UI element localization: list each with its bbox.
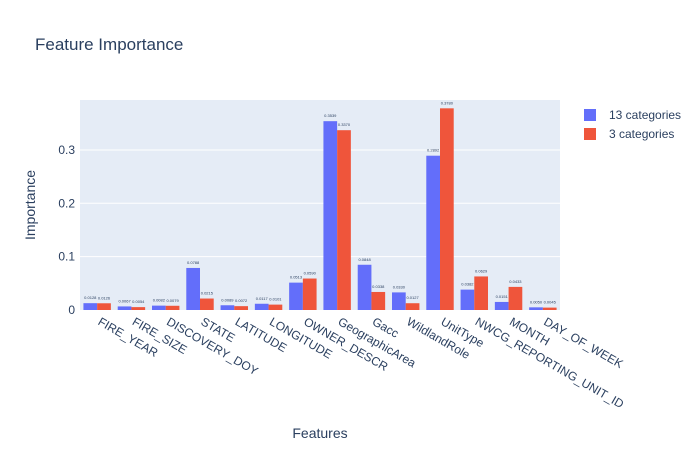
bar[interactable] — [254, 303, 269, 310]
legend[interactable]: 13 categories 3 categories — [584, 108, 681, 141]
bar-value-label: 0.0151 — [496, 294, 509, 299]
bar[interactable] — [508, 286, 523, 310]
bar[interactable] — [83, 303, 98, 310]
bar-value-label: 0.0128 — [84, 295, 97, 300]
bar[interactable] — [186, 267, 200, 310]
x-axis-title: Features — [292, 425, 347, 441]
bar[interactable] — [152, 305, 166, 310]
bar[interactable] — [234, 306, 248, 310]
bar[interactable] — [371, 291, 386, 310]
bar[interactable] — [165, 305, 180, 310]
x-axis-ticks: FIRE_YEARFIRE_SIZEDISCOVERY_DOYSTATELATI… — [96, 314, 627, 411]
bar-value-label: 0.0788 — [187, 260, 200, 265]
bar[interactable] — [337, 130, 351, 310]
bar-value-label: 0.0513 — [290, 275, 303, 280]
bar[interactable] — [460, 289, 475, 310]
bar-value-label: 0.0089 — [221, 297, 234, 302]
y-tick-label: 0.3 — [58, 143, 75, 157]
bar-value-label: 0.0067 — [118, 298, 131, 303]
bar-value-label: 0.0382 — [461, 282, 474, 287]
y-tick-label: 0 — [68, 303, 75, 317]
bar-value-label: 0.0079 — [166, 298, 179, 303]
bar[interactable] — [97, 303, 111, 310]
bar[interactable] — [302, 278, 317, 310]
bar[interactable] — [542, 307, 557, 310]
bar[interactable] — [131, 307, 146, 310]
bars — [83, 108, 557, 311]
legend-label[interactable]: 3 categories — [609, 127, 674, 141]
bar[interactable] — [474, 276, 488, 310]
bar[interactable] — [494, 301, 509, 310]
bar-value-label: 0.0215 — [201, 291, 214, 296]
bar-value-label: 0.0101 — [269, 297, 282, 302]
bar[interactable] — [220, 305, 235, 310]
y-tick-label: 0.2 — [58, 196, 75, 210]
bar[interactable] — [529, 307, 543, 310]
bar-value-label: 0.0127 — [406, 295, 419, 300]
bar[interactable] — [323, 121, 338, 311]
bar-labels: 0.0128 0.0067 0.0082 0.0788 0.0089 0.0117 0.05… — [84, 100, 556, 304]
bar[interactable] — [405, 303, 420, 310]
bar[interactable] — [117, 306, 132, 310]
bar-value-label: 0.0045 — [544, 300, 557, 305]
bar-value-label: 0.3539 — [324, 113, 337, 118]
bar-value-label: 0.0054 — [132, 299, 145, 304]
bar[interactable] — [440, 108, 454, 310]
bar-value-label: 0.0330 — [393, 284, 406, 289]
bar-value-label: 0.0590 — [304, 271, 317, 276]
bar-value-label: 0.0050 — [530, 299, 543, 304]
bar-value-label: 0.0629 — [475, 268, 488, 273]
bar-value-label: 0.3370 — [338, 122, 351, 127]
bar[interactable] — [357, 264, 372, 310]
legend-swatch[interactable] — [584, 128, 596, 140]
bar-value-label: 0.0082 — [153, 298, 166, 303]
y-tick-label: 0.1 — [58, 250, 75, 264]
chart-title: Feature Importance — [35, 35, 183, 54]
bar-value-label: 0.0117 — [256, 296, 269, 301]
bar[interactable] — [200, 298, 214, 310]
bar-value-label: 0.3780 — [441, 100, 454, 105]
bar-value-label: 0.2892 — [427, 148, 440, 153]
bar[interactable] — [426, 155, 440, 310]
grid-lines — [80, 149, 560, 258]
bar-value-label: 0.0338 — [372, 284, 385, 289]
bar-value-label: 0.0072 — [235, 298, 248, 303]
bar[interactable] — [289, 282, 303, 310]
y-axis-ticks: 0 0.1 0.2 0.3 — [58, 143, 75, 317]
bar-value-label: 0.0126 — [98, 295, 111, 300]
bar[interactable] — [392, 292, 406, 310]
bar-value-label: 0.0433 — [509, 279, 522, 284]
plot-background — [80, 100, 560, 310]
legend-label[interactable]: 13 categories — [609, 108, 681, 122]
bar-value-label: 0.0848 — [358, 257, 371, 262]
y-axis-title: Importance — [22, 170, 38, 240]
legend-swatch[interactable] — [584, 109, 596, 121]
bar[interactable] — [268, 304, 283, 310]
